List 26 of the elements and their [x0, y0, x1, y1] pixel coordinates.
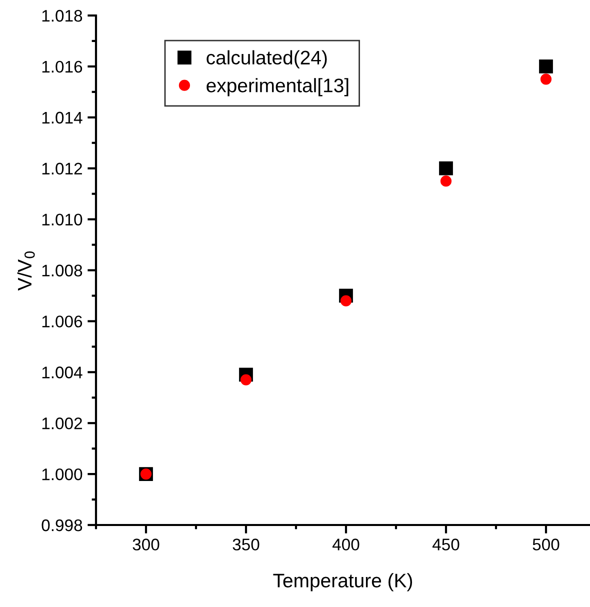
y-tick-label: 0.998	[42, 519, 82, 532]
y-tick-label: 1.014	[42, 112, 82, 124]
point	[439, 161, 453, 176]
x-tick-label: 500	[532, 538, 560, 550]
x-tick-label: 450	[432, 538, 460, 550]
legend-label: experimental[13]	[206, 78, 348, 96]
x-axis-title: Temperature (K)	[273, 573, 412, 592]
y-tick-label: 1.008	[42, 264, 82, 276]
y-tick-label: 1.018	[42, 10, 82, 22]
y-tick-label: 1.010	[42, 214, 82, 226]
x-tick-label: 400	[332, 538, 360, 550]
y-tick-label: 1.000	[42, 468, 82, 480]
point	[340, 295, 352, 306]
x-tick-label: 350	[232, 538, 260, 550]
x-tick-label: 300	[132, 538, 160, 550]
y-tick-label: 1.002	[42, 418, 82, 430]
y-tick-label: 1.016	[42, 60, 82, 73]
y-axis-title: V/V$_{0}$	[17, 251, 35, 291]
y-tick-label: 1.004	[42, 366, 82, 378]
y-tick-label: 1.006	[42, 316, 82, 328]
legend-label: calculated(24)	[206, 50, 327, 68]
y-tick-label: 1.012	[42, 162, 82, 175]
point	[539, 60, 553, 74]
point	[240, 374, 252, 386]
point	[540, 74, 552, 85]
point	[440, 176, 452, 187]
